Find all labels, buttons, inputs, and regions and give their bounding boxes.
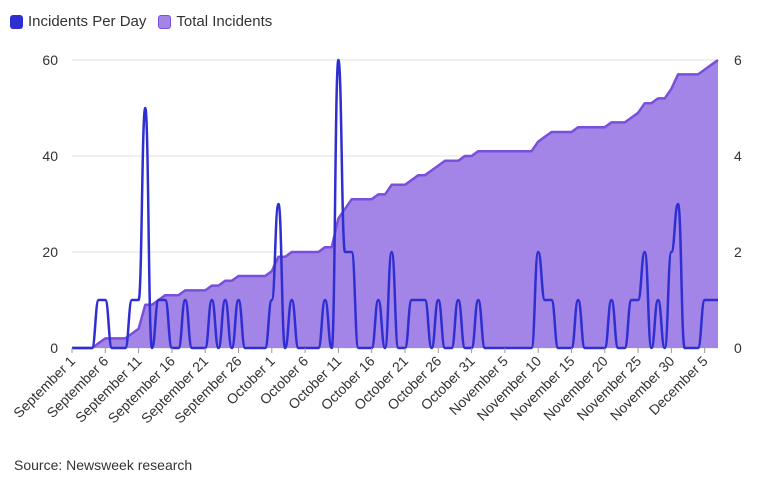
legend-item-total[interactable]: Total Incidents (158, 13, 272, 30)
legend-swatch-total (158, 14, 172, 29)
y-left-tick-label: 60 (42, 52, 58, 68)
y-right-tick-label: 0 (734, 340, 742, 356)
y-left-tick-label: 20 (42, 244, 58, 260)
y-right-tick-label: 4 (734, 148, 742, 164)
legend-label-per-day: Incidents Per Day (28, 13, 147, 30)
y-right-tick-label: 6 (734, 52, 742, 68)
legend: Incidents Per Day Total Incidents (10, 13, 272, 30)
y-left-tick-label: 0 (50, 340, 58, 356)
y-right-tick-label: 2 (734, 244, 742, 260)
source-note: Source: Newsweek research (14, 457, 193, 473)
legend-swatch-per-day (10, 14, 23, 29)
total-incidents-line (72, 58, 719, 350)
incidents-per-day-line (72, 58, 718, 350)
legend-label-total: Total Incidents (176, 13, 273, 30)
y-left-tick-label: 40 (42, 148, 58, 164)
legend-item-per-day[interactable]: Incidents Per Day (10, 13, 146, 30)
